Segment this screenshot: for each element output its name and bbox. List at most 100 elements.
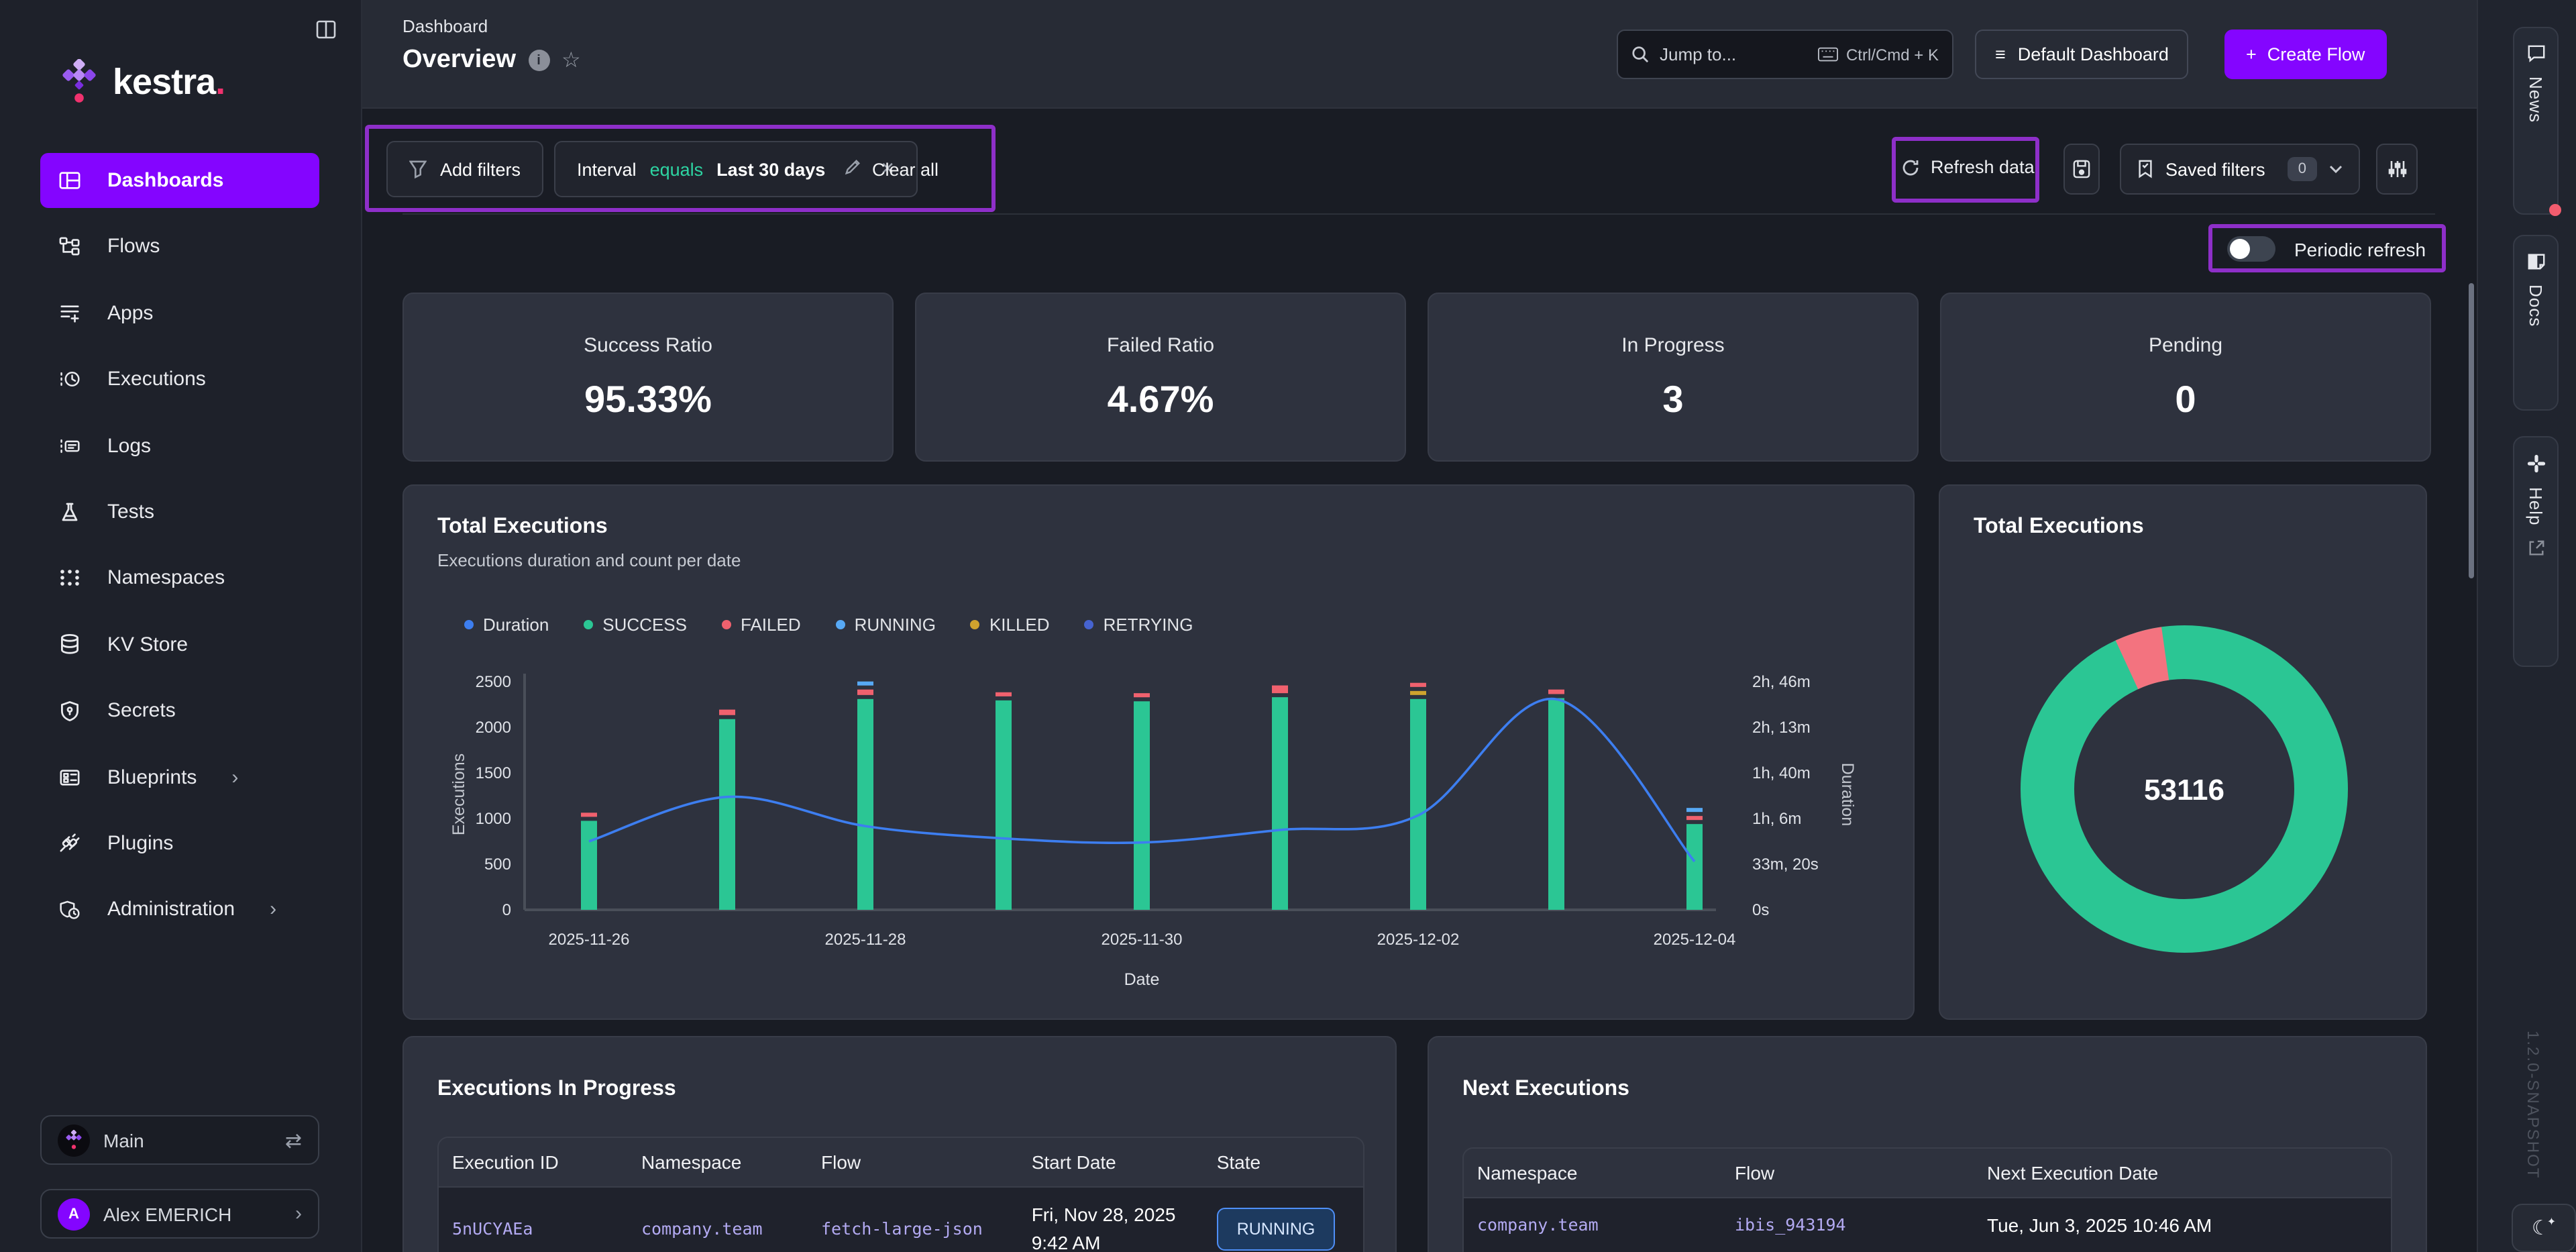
sidebar-item-tests[interactable]: Tests [40,484,319,539]
docs-icon [2527,254,2544,270]
remove-filter-icon[interactable]: ✕ [880,158,896,178]
kestra-logo-mark [62,59,96,103]
save-dashboard-button[interactable] [2063,144,2100,195]
create-flow-button[interactable]: + Create Flow [2224,30,2387,79]
legend-item-killed[interactable]: KILLED [970,615,1050,635]
column-header-date[interactable]: Next Execution Date [1987,1161,2159,1183]
cell-namespace[interactable]: company.team [641,1218,763,1239]
duration-line[interactable] [588,697,1696,863]
cell-namespace[interactable]: company.team [1477,1214,1599,1235]
column-header-flow[interactable]: Flow [821,1151,861,1172]
executions-combo-chart[interactable]: 0 500 1000 1500 2000 2500 0s 33m, 20s 1h, 6m 1h, … [431,660,1893,1009]
donut-slice-success[interactable] [2021,625,2348,953]
search-input[interactable]: Jump to... Ctrl/Cmd + K [1617,30,1953,79]
bar-failed-2025-12-01[interactable] [1272,685,1288,694]
svg-text:1h, 6m: 1h, 6m [1752,810,1801,828]
bar-failed-2025-11-26[interactable] [581,813,597,817]
news-notification-dot [2549,204,2561,216]
sidebar-item-label: Plugins [107,831,174,855]
legend-dot [722,620,731,629]
sidebar-item-label: Apps [107,301,154,325]
svg-text:2h, 46m: 2h, 46m [1752,673,1811,691]
column-header-start_date[interactable]: Start Date [1031,1151,1116,1172]
column-header-namespace[interactable]: Namespace [641,1151,742,1172]
sidebar-item-administration[interactable]: Administration › [40,882,319,937]
bar-failed-2025-11-28[interactable] [857,689,873,695]
default-dashboard-button[interactable]: ≡ Default Dashboard [1975,30,2189,79]
table-row[interactable]: company.team ibis_943194 Tue, Jun 3, 2025 … [1464,1198,2391,1252]
periodic-refresh-toggle[interactable] [2227,236,2275,262]
bar-success-2025-11-30[interactable] [1134,701,1150,910]
cell-flow[interactable]: ibis_943194 [1735,1214,1846,1235]
edit-pencil-icon[interactable] [844,158,861,180]
cell-flow[interactable]: fetch-large-json [821,1218,983,1239]
legend-item-duration[interactable]: Duration [464,615,549,635]
rail-tab-docs[interactable]: Docs [2513,235,2559,411]
bar-killed-2025-12-02[interactable] [1410,690,1426,695]
bar-success-2025-12-04[interactable] [1686,824,1703,910]
refresh-data-button[interactable]: Refresh data [1901,157,2035,177]
star-icon[interactable]: ☆ [561,50,581,72]
bar-success-2025-11-28[interactable] [857,698,873,910]
bar-failed-2025-11-30[interactable] [1134,693,1150,698]
right-rail: News Docs Help 1.2.0-SNAPSHOT ☾ ✦ [2477,0,2576,1252]
sidebar-item-executions[interactable]: Executions [40,352,319,407]
status-badge[interactable]: RUNNING [1216,1207,1336,1251]
executions-donut-chart[interactable]: 53116 [1983,588,2385,990]
column-header-execution_id[interactable]: Execution ID [452,1151,559,1172]
saved-filters-button[interactable]: Saved filters 0 [2120,144,2360,195]
chart-settings-button[interactable] [2376,144,2418,195]
user-menu[interactable]: A Alex EMERICH › [40,1189,319,1239]
sidebar-item-dashboards[interactable]: Dashboards [40,153,319,208]
filter-chip-interval[interactable]: Interval equals Last 30 days ✕ [554,141,918,197]
external-link-icon [2528,540,2544,555]
bar-failed-2025-11-29[interactable] [996,692,1012,696]
sidebar-collapse-icon[interactable] [315,19,337,47]
clear-all-link[interactable]: Clear all [872,160,939,180]
bar-success-2025-12-03[interactable] [1548,698,1564,910]
sidebar-item-kvstore[interactable]: KV Store [40,617,319,672]
sidebar-item-logs[interactable]: Logs [40,418,319,473]
bar-success-2025-11-27[interactable] [719,719,735,910]
table-row[interactable]: 5nUCYAEa company.team fetch-large-json Fri,… [439,1188,1363,1252]
sidebar-item-apps[interactable]: Apps [40,286,319,341]
bar-failed-2025-12-04[interactable] [1686,816,1703,821]
cell-execution_id[interactable]: 5nUCYAEa [452,1218,533,1239]
column-header-flow[interactable]: Flow [1735,1161,1775,1183]
sidebar-item-namespaces[interactable]: Namespaces [40,551,319,606]
sidebar-item-blueprints[interactable]: Blueprints › [40,749,319,804]
tenant-selector[interactable]: Main ⇄ [40,1115,319,1165]
sidebar-item-plugins[interactable]: Plugins [40,816,319,871]
bar-success-2025-12-02[interactable] [1410,698,1426,910]
bar-failed-2025-12-02[interactable] [1410,682,1426,687]
rail-tab-help[interactable]: Help [2513,436,2559,667]
bar-failed-2025-11-27[interactable] [719,709,735,715]
bar-running-2025-11-28[interactable] [857,681,873,686]
legend-item-success[interactable]: SUCCESS [584,615,687,635]
tenant-switch-icon[interactable]: ⇄ [284,1129,302,1152]
donut-title: Total Executions [1974,515,2144,538]
donut-slice-failed[interactable] [2002,607,2366,971]
legend-item-running[interactable]: RUNNING [835,615,936,635]
column-header-state[interactable]: State [1216,1151,1261,1172]
keyboard-icon [1817,47,1838,62]
bar-failed-2025-12-03[interactable] [1548,689,1564,694]
sidebar-item-label: Secrets [107,699,176,723]
scrollbar-thumb[interactable] [2469,283,2474,578]
rail-tab-news[interactable]: News [2513,27,2561,216]
sidebar-item-secrets[interactable]: Secrets [40,683,319,738]
add-filters-button[interactable]: Add filters [386,141,544,197]
legend-item-retrying[interactable]: RETRYING [1084,615,1193,635]
column-header-namespace[interactable]: Namespace [1477,1161,1578,1183]
sidebar-item-flows[interactable]: Flows [40,219,319,274]
bar-success-2025-11-29[interactable] [996,700,1012,910]
bar-running-2025-12-04[interactable] [1686,808,1703,813]
bar-success-2025-11-26[interactable] [581,821,597,910]
kestra-logo[interactable]: kestra. [59,59,225,105]
info-icon[interactable]: i [528,50,549,71]
bar-success-2025-12-01[interactable] [1272,697,1288,910]
theme-toggle-button[interactable]: ☾ ✦ [2512,1204,2576,1252]
breadcrumb[interactable]: Dashboard [402,16,488,36]
in-progress-table: Execution ID Namespace Flow Start Date State… [437,1137,1364,1252]
legend-item-failed[interactable]: FAILED [722,615,801,635]
